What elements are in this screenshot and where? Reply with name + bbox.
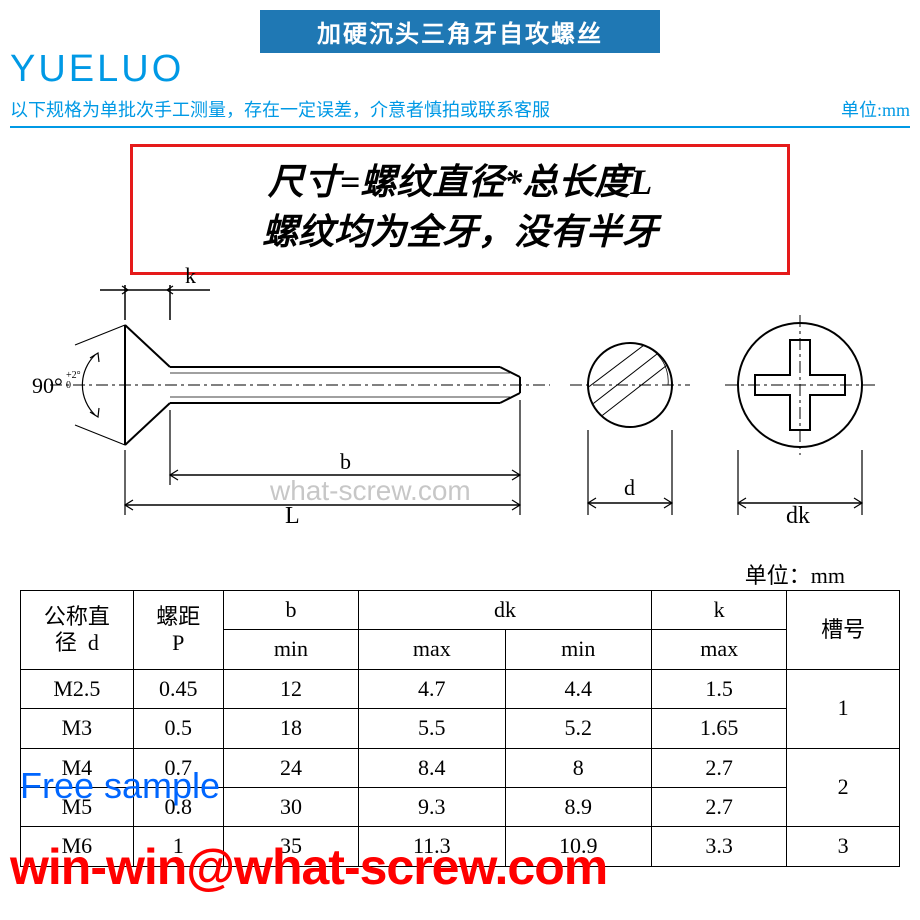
- th-k: k: [652, 591, 787, 630]
- subtitle-note: 以下规格为单批次手工测量，存在一定误差，介意者慎拍或联系客服: [10, 96, 550, 122]
- th-k-max: max: [652, 630, 787, 669]
- th-slot: 槽号: [787, 591, 900, 670]
- th-d: 公称直径 d: [21, 591, 134, 670]
- watermark: what-screw.com: [270, 475, 471, 507]
- formula-line1: 尺寸=螺纹直径*总长度L: [133, 157, 787, 207]
- angle-label: 90°: [32, 373, 63, 398]
- th-b: b: [223, 591, 358, 630]
- th-b-min: min: [223, 630, 358, 669]
- dk-dim-label: dk: [786, 503, 810, 525]
- subtitle-row: 以下规格为单批次手工测量，存在一定误差，介意者慎拍或联系客服 单位:mm: [10, 96, 910, 122]
- b-dim-label: b: [340, 449, 351, 474]
- divider-line: [10, 126, 910, 128]
- formula-line2: 螺纹均为全牙，没有半牙: [133, 207, 787, 257]
- d-dim-label: d: [624, 475, 635, 500]
- th-p: 螺距P: [133, 591, 223, 670]
- table-unit-label: 单位：mm: [745, 558, 845, 590]
- table-row: M3 0.5 18 5.5 5.2 1.65: [21, 709, 900, 748]
- angle-tolerance-bot: 0: [66, 380, 71, 391]
- subtitle-unit: 单位:mm: [841, 96, 910, 122]
- k-dim-label: k: [185, 265, 196, 288]
- spec-table: 公称直径 d 螺距P b dk k 槽号 min max min max M2.…: [20, 590, 900, 867]
- th-dk-max: max: [359, 630, 506, 669]
- th-dk: dk: [359, 591, 652, 630]
- title-banner: 加硬沉头三角牙自攻螺丝: [260, 10, 660, 53]
- email-overlay: win-win@what-screw.com: [10, 838, 607, 896]
- brand-logo: YUELUO: [10, 48, 184, 91]
- th-dk-min: min: [505, 630, 652, 669]
- free-sample-overlay: Free sample: [20, 765, 220, 807]
- table-row: M2.5 0.45 12 4.7 4.4 1.5 1: [21, 669, 900, 708]
- formula-box: 尺寸=螺纹直径*总长度L 螺纹均为全牙，没有半牙: [130, 144, 790, 275]
